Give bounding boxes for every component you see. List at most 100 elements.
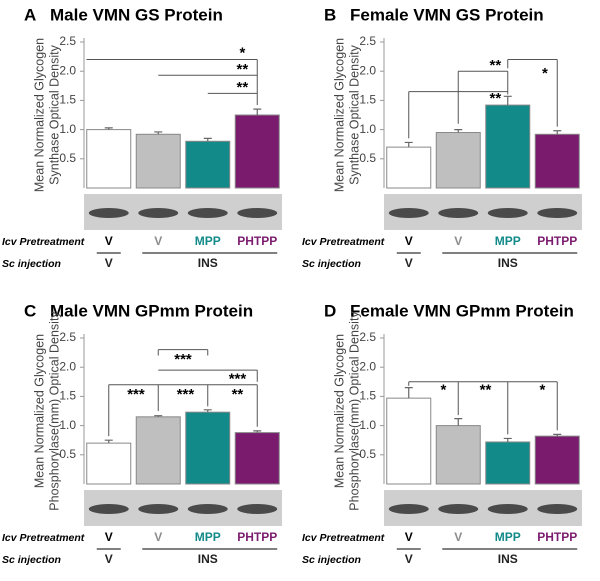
error-bar <box>154 415 163 417</box>
x-tick-label: PHTPP <box>237 234 277 248</box>
error-bar <box>253 108 262 115</box>
sc-label: V <box>405 552 413 566</box>
panel-letter: B <box>324 5 336 24</box>
x-tick-label: MPP <box>495 234 521 248</box>
panel: B Female VMN GS Protein Mean Normalized Gl… <box>302 5 582 270</box>
y-tick-label: 2.0 <box>359 63 376 77</box>
sc-label: V <box>105 552 113 566</box>
error-bar <box>203 137 212 142</box>
bar <box>185 411 231 485</box>
bar <box>485 104 531 189</box>
error-bar <box>454 129 463 133</box>
bar <box>386 397 432 485</box>
bar <box>435 425 481 485</box>
error-bar <box>154 131 163 135</box>
significance: ** <box>480 382 492 399</box>
sc-label: V <box>405 256 413 270</box>
y-axis-label: Synthase Optical Density <box>47 44 61 184</box>
x-tick-label: V <box>154 234 162 248</box>
x-tick-label: V <box>454 530 462 544</box>
y-tick-label: 0.5 <box>59 151 76 165</box>
y-tick-label: 1.0 <box>359 418 376 432</box>
y-tick-label: 2.0 <box>59 63 76 77</box>
y-tick-label: 1.5 <box>59 389 76 403</box>
error-bar <box>104 439 113 444</box>
error-bar <box>503 437 512 442</box>
sc-label: INS <box>198 552 218 566</box>
error-bar <box>454 417 463 426</box>
significance: ** <box>490 57 502 74</box>
error-bar <box>503 95 512 106</box>
blot-band <box>138 504 179 514</box>
y-tick-label: 2.0 <box>359 359 376 373</box>
y-axis-label: Mean Normalized Glycogen <box>332 334 346 488</box>
significance: * <box>542 65 548 82</box>
error-bar <box>253 430 262 433</box>
blot-band <box>388 208 429 218</box>
x-tick-label: V <box>405 234 413 248</box>
x-tick-label: MPP <box>495 530 521 544</box>
y-axis-label: Phosphorylase(mm) Optical Density <box>347 311 361 511</box>
blot-band <box>487 504 528 514</box>
blot-band <box>88 504 129 514</box>
y-tick-label: 2.5 <box>359 34 376 48</box>
panel: A Male VMN GS Protein Mean Normalized Glyc… <box>2 5 282 270</box>
y-tick-label: 0.5 <box>359 151 376 165</box>
x-tick-label: MPP <box>195 234 221 248</box>
row-label: Sc injection <box>302 554 361 566</box>
blot-band <box>88 208 129 218</box>
significance: * <box>539 382 545 399</box>
bar <box>534 133 580 189</box>
x-tick-label: V <box>154 530 162 544</box>
bar <box>435 132 481 189</box>
y-axis-label: Mean Normalized Glycogen <box>32 334 46 488</box>
y-axis-label: Mean Normalized Glycogen <box>32 38 46 192</box>
chart-title: Male VMN GPmm Protein <box>50 301 253 320</box>
sc-label: INS <box>498 256 518 270</box>
x-tick-label: V <box>454 234 462 248</box>
significance: ** <box>237 61 249 78</box>
y-axis-label: Phosphorylase(mm) Optical Density <box>47 311 61 511</box>
y-tick-label: 0.5 <box>59 447 76 461</box>
blot-band <box>388 504 429 514</box>
x-tick-label: MPP <box>195 530 221 544</box>
x-tick-label: V <box>105 530 113 544</box>
blot-band <box>237 504 278 514</box>
bar <box>485 441 531 485</box>
row-label: Sc injection <box>2 554 61 566</box>
blot-band <box>138 208 179 218</box>
bar <box>534 435 580 485</box>
y-tick-label: 1.5 <box>359 93 376 107</box>
significance: ** <box>237 79 249 96</box>
significance: *** <box>229 370 247 387</box>
panel: D Female VMN GPmm Protein Mean Normalized … <box>302 301 582 566</box>
bar <box>135 416 181 485</box>
x-tick-label: PHTPP <box>237 530 277 544</box>
error-bar <box>104 127 113 130</box>
y-tick-label: 1.0 <box>59 122 76 136</box>
y-tick-label: 1.5 <box>59 93 76 107</box>
error-bar <box>404 141 413 148</box>
blot-band <box>438 208 479 218</box>
sc-label: INS <box>198 256 218 270</box>
error-bar <box>203 409 212 413</box>
significance: * <box>239 45 245 62</box>
sc-label: INS <box>498 552 518 566</box>
significance: *** <box>174 351 192 368</box>
row-label: Icv Pretreatment <box>302 236 385 248</box>
blot-band <box>487 208 528 218</box>
bar <box>234 114 280 189</box>
bar <box>135 133 181 189</box>
significance: * <box>440 382 446 399</box>
y-tick-label: 1.5 <box>359 389 376 403</box>
y-tick-label: 2.5 <box>59 34 76 48</box>
panel-letter: C <box>24 301 36 320</box>
y-tick-label: 1.0 <box>59 418 76 432</box>
y-tick-label: 0.5 <box>359 447 376 461</box>
significance: *** <box>127 386 145 403</box>
y-axis-label: Synthase Optical Density <box>347 44 361 184</box>
significance: ** <box>232 386 244 403</box>
bar <box>386 146 432 189</box>
row-label: Icv Pretreatment <box>302 532 385 544</box>
